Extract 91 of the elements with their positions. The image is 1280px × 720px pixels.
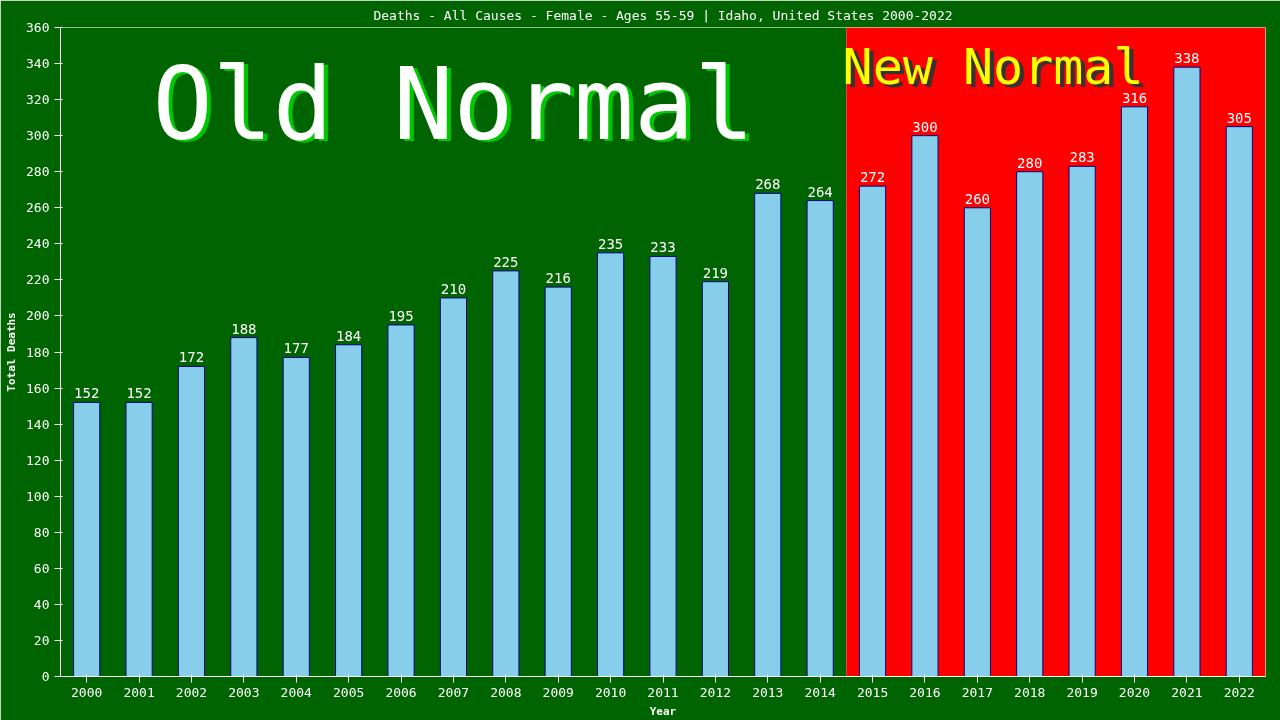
x-tick-label: 2018 <box>1014 684 1046 700</box>
data-label: 264 <box>807 183 833 200</box>
data-label: 184 <box>336 327 362 344</box>
x-tick-label: 2002 <box>175 684 208 700</box>
bar <box>963 207 991 677</box>
bar <box>858 185 887 677</box>
data-label: 233 <box>650 239 676 256</box>
data-label: 210 <box>440 280 467 297</box>
y-tick-label: 320 <box>26 92 50 108</box>
bar <box>806 200 834 677</box>
bar <box>282 356 310 677</box>
y-tick-label: 280 <box>26 164 50 180</box>
y-tick-label: 80 <box>33 524 50 540</box>
y-tick-label: 60 <box>33 560 50 576</box>
x-tick-label: 2001 <box>123 684 155 700</box>
bar <box>701 281 729 677</box>
x-tick-label: 2013 <box>752 684 784 700</box>
data-label: 195 <box>388 307 414 324</box>
data-label: 225 <box>493 253 519 270</box>
x-tick-label: 2003 <box>228 684 260 700</box>
bar <box>73 401 101 677</box>
x-tick-label: 2008 <box>490 684 522 700</box>
data-label: 219 <box>702 264 729 281</box>
data-label: 268 <box>755 176 781 193</box>
bar <box>177 365 206 677</box>
y-tick-label: 180 <box>26 344 50 360</box>
x-tick-label: 2009 <box>542 684 574 700</box>
y-tick-label: 20 <box>33 632 50 648</box>
bar <box>544 286 572 677</box>
bar <box>1016 171 1044 677</box>
x-axis-title: Year <box>649 704 677 718</box>
data-label: 272 <box>859 169 886 186</box>
y-tick-label: 40 <box>33 596 50 612</box>
y-tick-label: 340 <box>26 56 50 72</box>
bar <box>492 270 520 677</box>
y-tick-label: 360 <box>26 20 50 35</box>
x-tick-label: 2007 <box>437 684 470 700</box>
x-tick-label: 2014 <box>804 684 836 700</box>
x-tick-label: 2005 <box>333 684 365 700</box>
x-tick-label: 2016 <box>909 684 941 700</box>
y-tick-label: 220 <box>26 272 50 288</box>
bar <box>597 252 625 677</box>
bar <box>1068 165 1096 677</box>
x-tick-label: 2010 <box>594 684 627 700</box>
bar <box>754 192 782 677</box>
y-tick-label: 260 <box>26 200 50 216</box>
data-label: 305 <box>1226 109 1252 126</box>
x-tick-label: 2006 <box>385 684 417 700</box>
x-tick-label: 2020 <box>1118 684 1151 700</box>
data-label: 280 <box>1017 154 1043 171</box>
x-tick-label: 2017 <box>961 684 994 700</box>
data-label: 235 <box>597 235 624 252</box>
data-label: 316 <box>1121 89 1148 106</box>
y-tick-label: 140 <box>26 416 50 432</box>
bar <box>1173 66 1201 677</box>
x-tick-label: 2011 <box>647 684 679 700</box>
data-label: 338 <box>1174 50 1200 67</box>
x-tick-label: 2000 <box>71 684 103 700</box>
bar <box>335 344 363 677</box>
x-tick-label: 2019 <box>1066 684 1098 700</box>
bar <box>911 135 939 677</box>
bar <box>230 337 258 677</box>
y-tick-label: 240 <box>26 236 50 252</box>
data-label: 260 <box>964 190 990 207</box>
bar <box>1120 106 1149 677</box>
bar <box>439 297 468 677</box>
y-tick-label: 300 <box>26 128 50 144</box>
x-tick-label: 2012 <box>699 684 732 700</box>
data-label: 216 <box>545 270 571 287</box>
data-label: 177 <box>283 340 309 357</box>
data-label: 283 <box>1069 149 1095 166</box>
data-label: 172 <box>178 349 205 366</box>
bar <box>387 324 415 677</box>
bar <box>1225 126 1253 677</box>
bar <box>649 255 677 677</box>
x-tick-label: 2022 <box>1223 684 1255 700</box>
y-tick-label: 160 <box>26 380 50 396</box>
data-label: 152 <box>74 385 100 402</box>
y-tick-label: 100 <box>26 488 50 504</box>
data-label: 152 <box>126 385 152 402</box>
bar <box>125 401 153 677</box>
x-tick-label: 2015 <box>856 684 889 700</box>
chart-title: Deaths - All Causes - Female - Ages 55-59 | Idaho, United States 2000-2022 <box>373 7 953 23</box>
x-tick-label: 2021 <box>1171 684 1203 700</box>
y-axis-title: Total Deaths <box>5 312 19 392</box>
y-tick-label: 200 <box>26 308 50 324</box>
data-label: 300 <box>912 118 938 135</box>
x-tick-label: 2004 <box>280 684 313 700</box>
data-label: 188 <box>231 320 257 337</box>
y-tick-label: 120 <box>26 452 50 468</box>
y-tick-label: 0 <box>41 669 50 684</box>
